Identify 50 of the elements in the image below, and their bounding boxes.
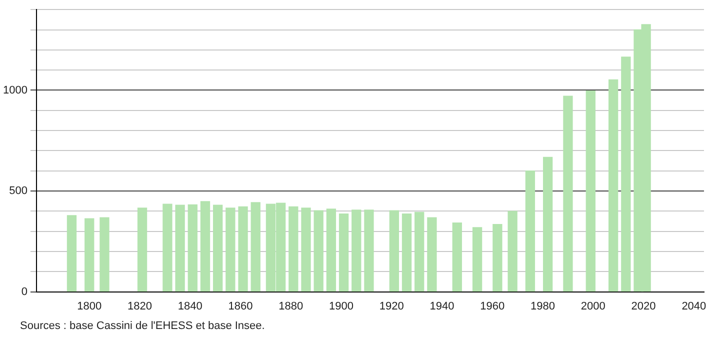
- bar: [389, 210, 399, 292]
- x-tick-label: 1920: [379, 300, 404, 312]
- bar: [301, 208, 311, 292]
- x-tick-label: 1840: [178, 300, 202, 312]
- bar: [621, 56, 631, 292]
- x-tick-label: 1800: [77, 300, 102, 312]
- bar: [238, 206, 248, 292]
- bar: [427, 217, 437, 292]
- bar: [402, 213, 412, 292]
- bar: [188, 204, 198, 292]
- bar: [542, 156, 553, 292]
- y-tick-label: 1000: [2, 84, 28, 96]
- x-tick-label: 2000: [580, 300, 606, 312]
- bar: [414, 212, 424, 292]
- bar: [100, 217, 110, 292]
- x-tick-label: 1940: [430, 300, 454, 312]
- x-tick-label: 1960: [480, 300, 505, 312]
- bar: [314, 210, 324, 292]
- source-note: Sources : base Cassini de l'EHESS et base Insee.: [20, 320, 265, 332]
- bar: [326, 208, 336, 292]
- bar: [162, 204, 172, 292]
- bar: [364, 210, 374, 292]
- x-tick-label: 1860: [228, 300, 253, 312]
- bar: [250, 202, 260, 292]
- bar: [175, 204, 185, 292]
- bar: [84, 218, 94, 292]
- x-tick-label: 1980: [530, 300, 556, 312]
- x-tick-label: 1900: [329, 300, 354, 312]
- bar: [338, 213, 349, 292]
- bar: [608, 79, 618, 292]
- x-tick-label: 2040: [682, 300, 706, 312]
- x-tick-label: 2020: [631, 300, 656, 312]
- bar: [508, 210, 518, 292]
- x-tick-label: 1880: [278, 300, 304, 312]
- bar: [288, 206, 298, 292]
- y-tick-label: 0: [21, 286, 28, 298]
- bar: [213, 204, 223, 292]
- bar: [352, 210, 362, 292]
- bar: [586, 90, 596, 292]
- bar: [525, 170, 536, 292]
- bar: [472, 227, 482, 292]
- bar: [137, 208, 148, 292]
- x-tick-label: 1820: [128, 300, 152, 312]
- bar: [200, 201, 210, 292]
- bar: [66, 215, 77, 292]
- bar: [226, 208, 236, 292]
- y-tick-label: 500: [9, 185, 28, 198]
- bar: [452, 222, 462, 292]
- bar: [492, 224, 502, 292]
- bar: [563, 96, 573, 292]
